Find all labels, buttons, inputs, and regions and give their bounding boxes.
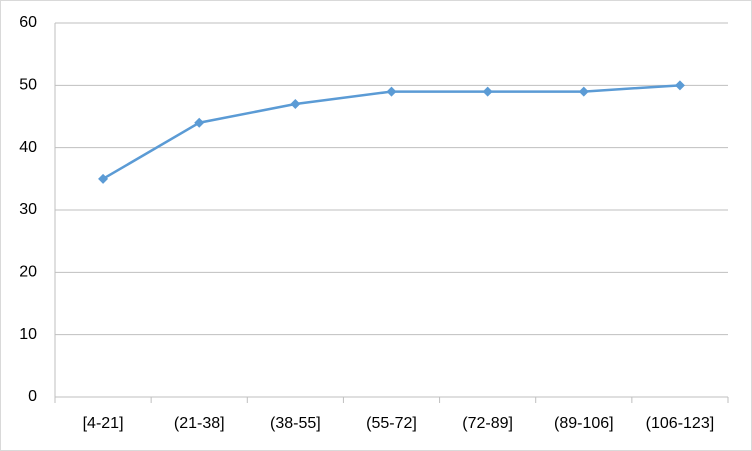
- y-tick-label: 50: [19, 77, 37, 94]
- x-tick-label: (21-38]: [174, 415, 225, 432]
- data-point: [194, 117, 205, 128]
- data-point: [290, 99, 301, 110]
- x-tick-label: (55-72]: [366, 415, 417, 432]
- y-tick-label: 20: [19, 264, 37, 281]
- y-tick-label: 60: [19, 14, 37, 31]
- x-tick-label: (38-55]: [270, 415, 321, 432]
- y-tick-label: 10: [19, 326, 37, 343]
- data-point: [578, 86, 589, 97]
- y-tick-label: 30: [19, 201, 37, 218]
- x-tick-label: (72-89]: [462, 415, 513, 432]
- x-tick-label: [4-21]: [83, 415, 124, 432]
- x-tick-label: (106-123]: [646, 415, 715, 432]
- data-point: [386, 86, 397, 97]
- data-point: [674, 80, 685, 91]
- data-point: [98, 173, 109, 184]
- y-tick-label: 0: [28, 388, 37, 405]
- x-tick-label: (89-106]: [554, 415, 614, 432]
- y-tick-label: 40: [19, 139, 37, 156]
- data-point: [482, 86, 493, 97]
